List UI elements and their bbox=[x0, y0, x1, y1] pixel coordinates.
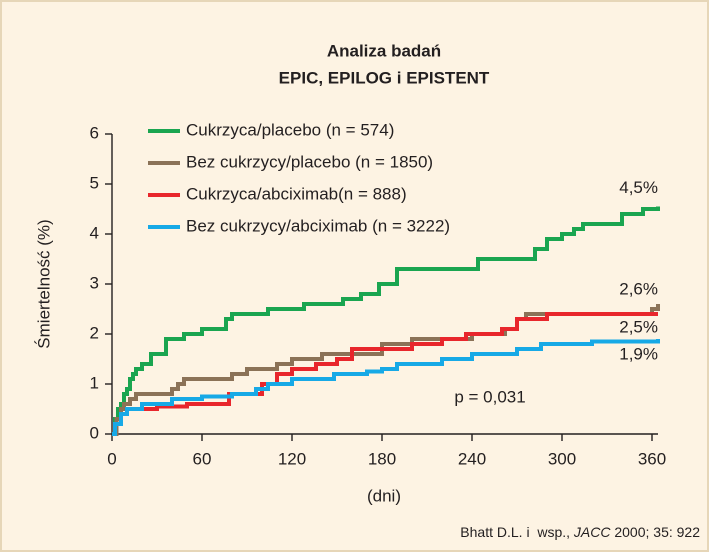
y-tick-label: 4 bbox=[90, 223, 99, 242]
chart-subtitle: EPIC, EPILOG i EPISTENT bbox=[279, 68, 490, 87]
y-tick-label: 2 bbox=[90, 323, 99, 342]
y-tick-label: 5 bbox=[90, 173, 99, 192]
legend-label: Cukrzyca/placebo (n = 574) bbox=[186, 120, 394, 139]
x-tick-label: 240 bbox=[458, 449, 486, 468]
x-tick-label: 0 bbox=[107, 449, 116, 468]
annotation: p = 0,031 bbox=[454, 387, 525, 406]
end-label: 4,5% bbox=[619, 178, 658, 197]
y-tick-label: 0 bbox=[90, 423, 99, 442]
source-journal: JACC bbox=[573, 524, 611, 540]
x-tick-label: 180 bbox=[368, 449, 396, 468]
source-text: 2000; 35: 922 bbox=[610, 524, 700, 540]
end-label: 1,9% bbox=[619, 344, 658, 363]
y-tick-label: 1 bbox=[90, 373, 99, 392]
end-label: 2,6% bbox=[619, 279, 658, 298]
end-label: 2,5% bbox=[619, 317, 658, 336]
legend-label: Bez cukrzycy/abciximab (n = 3222) bbox=[186, 216, 450, 235]
y-tick-label: 6 bbox=[90, 123, 99, 142]
x-tick-label: 60 bbox=[193, 449, 212, 468]
chart-title: Analiza badań bbox=[327, 41, 441, 60]
x-tick-label: 300 bbox=[548, 449, 576, 468]
y-axis-label: Śmiertelność (%) bbox=[34, 219, 53, 348]
y-tick-label: 3 bbox=[90, 273, 99, 292]
x-tick-label: 360 bbox=[638, 449, 666, 468]
legend-label: Bez cukrzycy/placebo (n = 1850) bbox=[186, 152, 433, 171]
x-axis-label: (dni) bbox=[367, 486, 401, 505]
source-text: Bhatt D.L. i wsp., bbox=[460, 524, 574, 540]
x-tick-label: 120 bbox=[278, 449, 306, 468]
series-line bbox=[112, 339, 660, 436]
legend-label: Cukrzyca/abciximab(n = 888) bbox=[186, 184, 407, 203]
source: Bhatt D.L. i wsp., JACC 2000; 35: 922 bbox=[460, 524, 700, 540]
series-line bbox=[112, 206, 660, 436]
